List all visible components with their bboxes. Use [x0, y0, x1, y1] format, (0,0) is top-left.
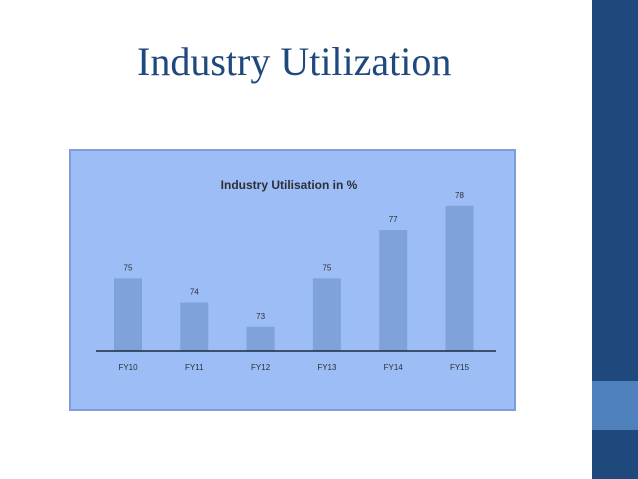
x-tick-label-fy10: FY10 — [118, 363, 138, 372]
data-label-fy10: 75 — [124, 263, 133, 272]
data-label-fy12: 73 — [256, 312, 265, 321]
bar-fy10 — [114, 278, 142, 351]
bar-fy11 — [180, 302, 209, 351]
chart-image: Industry Utilisation in % 75 74 73 75 77 78 F… — [69, 149, 516, 411]
ticks-group: FY10 FY11 FY12 FY13 FY14 FY15 — [118, 363, 469, 372]
bar-fy12 — [246, 326, 275, 351]
x-tick-label-fy15: FY15 — [450, 363, 470, 372]
slide-title: Industry Utilization — [137, 39, 452, 84]
x-tick-label-fy11: FY11 — [185, 363, 204, 372]
labels-group: 75 74 73 75 77 78 — [124, 191, 465, 321]
bar-fy13 — [312, 278, 341, 351]
x-tick-label-fy12: FY12 — [251, 363, 271, 372]
data-label-fy13: 75 — [322, 263, 331, 272]
data-label-fy11: 74 — [190, 288, 199, 297]
bars-group — [114, 205, 474, 351]
data-label-fy14: 77 — [389, 215, 398, 224]
data-label-fy15: 78 — [455, 191, 464, 200]
bar-fy15 — [445, 205, 474, 351]
bar-chart: Industry Utilisation in % 75 74 73 75 77 78 F… — [96, 178, 496, 372]
x-tick-label-fy14: FY14 — [384, 363, 404, 372]
x-tick-label-fy13: FY13 — [317, 363, 337, 372]
bar-fy14 — [379, 230, 408, 351]
chart-title: Industry Utilisation in % — [221, 178, 358, 192]
right-accent-block — [592, 381, 638, 430]
